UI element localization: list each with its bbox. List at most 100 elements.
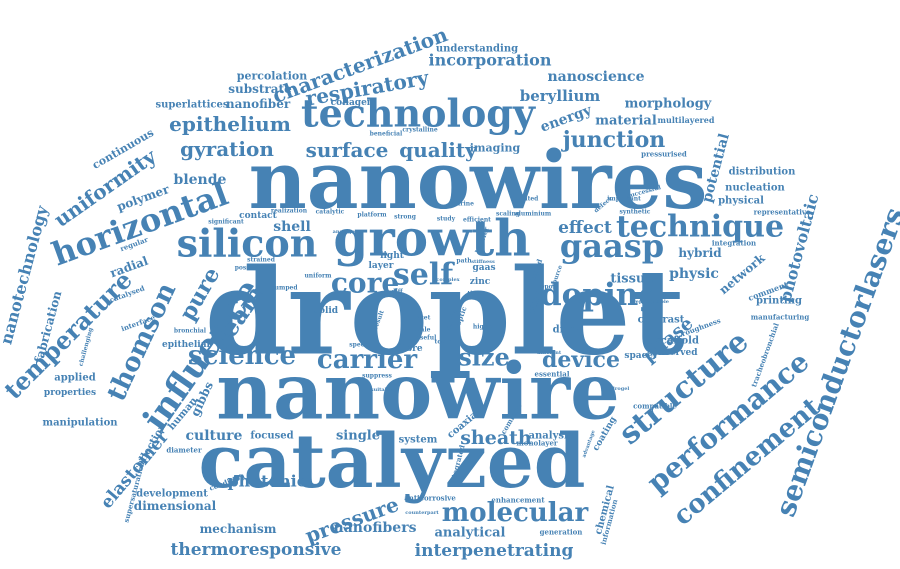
word-possibilities: possibilities xyxy=(235,265,276,272)
word-thermoresponsive: thermoresponsive xyxy=(171,540,342,560)
word-counterpart: counterpart xyxy=(405,510,439,516)
word-reproducible: reproducible xyxy=(633,299,669,305)
word-self: self xyxy=(393,258,455,293)
word-doping: doping xyxy=(540,277,660,313)
word-percolation: percolation xyxy=(237,70,307,83)
word-printed: printed xyxy=(514,196,540,203)
word-core: core xyxy=(331,267,399,300)
word-advance: advance xyxy=(579,349,602,355)
word-topic: topic xyxy=(435,339,452,346)
word-material: material xyxy=(595,114,657,129)
word-gyration: gyration xyxy=(180,137,274,161)
word-important: important xyxy=(607,196,641,203)
word-morphology: morphology xyxy=(625,97,712,112)
word-gaasp: gaasp xyxy=(560,227,664,265)
word-study: study xyxy=(437,216,456,223)
word-hydrogel: hydrogel xyxy=(605,386,630,392)
word-marine: marine xyxy=(450,201,474,208)
word-scale: scale xyxy=(413,327,430,334)
word-significant: significant xyxy=(208,219,244,226)
word-nanoscience: nanoscience xyxy=(547,69,644,85)
word-catalytic: catalytic xyxy=(316,209,345,216)
word-collagen: collagen xyxy=(331,98,374,108)
word-manufacturing: manufacturing xyxy=(751,313,810,322)
word-complex: complex xyxy=(436,277,460,283)
word-carrier: carrier xyxy=(317,345,417,375)
word-scaffold: scaffold xyxy=(655,336,699,347)
word-substrate: substrate xyxy=(228,82,292,96)
word-suppress: suppress xyxy=(362,373,392,380)
word-gaas: gaas xyxy=(472,263,495,273)
word-science: science xyxy=(188,341,296,371)
word-properties: properties xyxy=(44,388,96,398)
word-nanowires: nanowires xyxy=(249,133,708,227)
word-generation: generation xyxy=(540,528,583,537)
word-efficient: efficient xyxy=(463,217,491,224)
word-strained: strained xyxy=(247,257,276,264)
word-physical: physical xyxy=(718,196,764,207)
word-epithelium: epithelium xyxy=(169,112,291,136)
word-hybrid: hybrid xyxy=(678,246,722,260)
word-speed: speed xyxy=(349,342,369,349)
word-light: light xyxy=(380,251,405,261)
word-interpenetrating: interpenetrating xyxy=(415,541,574,561)
word-enhancement: enhancement xyxy=(491,496,545,505)
word-compatible: compatible xyxy=(633,402,677,411)
word-spacer: spacer xyxy=(624,351,657,361)
word-nanofibers: nanofibers xyxy=(334,520,417,536)
word-observed: observed xyxy=(652,348,698,358)
word-radial: radial xyxy=(108,254,150,281)
word-printing: printing xyxy=(756,296,802,307)
word-focused: focused xyxy=(250,431,293,442)
word-representative: representative xyxy=(754,208,811,217)
word-molecular: molecular xyxy=(442,498,589,528)
word-effect: effect xyxy=(558,218,612,238)
word-single: single xyxy=(336,429,380,444)
word-fibre: fibre xyxy=(399,344,423,354)
word-nanowire: nanowire xyxy=(216,347,619,438)
word-multilayered: multilayered xyxy=(658,115,715,125)
word-diameter: diameter xyxy=(166,446,202,455)
word-superlattices: superlattices xyxy=(156,100,229,111)
word-quality: quality xyxy=(399,138,478,162)
word-incorporation: incorporation xyxy=(429,51,552,70)
word-blende: blende xyxy=(174,172,227,188)
word-facet: facet xyxy=(414,315,431,322)
word-analytical: analytical xyxy=(434,526,505,541)
word-distribution: distribution xyxy=(729,167,796,178)
word-droplet: droplet xyxy=(205,243,685,382)
word-nucleation: nucleation xyxy=(725,183,785,194)
word-zinc: zinc xyxy=(470,277,491,287)
word-different: different xyxy=(537,350,562,356)
word-system: system xyxy=(399,435,438,446)
word-size: size xyxy=(458,343,510,372)
word-technique: technique xyxy=(616,210,784,245)
word-strong: strong xyxy=(394,214,417,221)
word-integration: integration xyxy=(712,239,756,248)
word-photonic: photonic xyxy=(227,472,306,491)
word-beneficial: beneficial xyxy=(370,131,403,138)
word-tip: tip xyxy=(467,291,476,298)
word-solid: solid xyxy=(314,306,339,316)
word-catalyzed: catalyzed xyxy=(198,419,585,505)
word-pressurised: pressurised xyxy=(641,150,687,159)
word-device: device xyxy=(542,347,620,373)
word-development: development xyxy=(136,489,208,500)
word-technology: technology xyxy=(301,91,536,136)
word-analogous: analogous xyxy=(333,229,362,235)
word-stiffness: stiffness xyxy=(471,259,495,265)
word-layer: layer xyxy=(369,261,394,271)
word-higher: higher xyxy=(473,324,496,331)
word-scaling: scaling xyxy=(496,211,521,218)
word-anticorrosive: anticorrosive xyxy=(404,494,456,503)
word-nanofiber: nanofiber xyxy=(226,97,291,111)
word-growth: growth xyxy=(333,209,530,268)
word-suitable: suitable xyxy=(371,387,393,393)
word-diff: diff xyxy=(391,289,403,296)
word-report: report xyxy=(537,284,558,291)
word-aluminium: aluminium xyxy=(515,211,552,218)
word-culture: culture xyxy=(186,428,243,444)
word-contact: contact xyxy=(239,211,277,221)
word-imaging: imaging xyxy=(470,142,521,155)
